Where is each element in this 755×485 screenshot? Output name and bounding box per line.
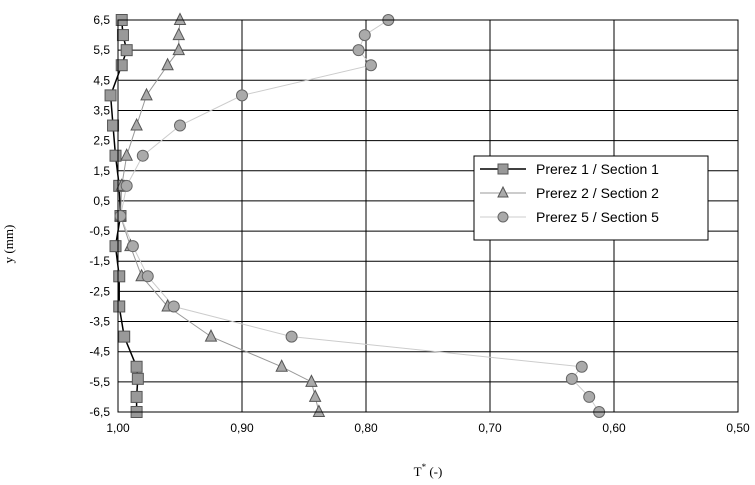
x-tick-label-4: 0,60	[602, 421, 626, 435]
series-3-point-11	[167, 300, 180, 313]
series-3-point-8	[114, 210, 127, 222]
series-2-line	[119, 19, 320, 413]
y-tick-label-12: -5,5	[89, 375, 110, 389]
y-tick-label-10: -3,5	[89, 315, 110, 329]
series-1-point-13	[130, 360, 143, 373]
series-2-point-3	[161, 57, 174, 71]
plot-area-border	[117, 19, 739, 413]
series-3-point-7	[120, 179, 133, 192]
series-2-point-5	[130, 117, 143, 131]
series-2-point-0	[173, 12, 187, 25]
legend-box	[473, 155, 709, 241]
series-3-point-15	[583, 390, 596, 403]
y-tick-label-7: -0,5	[89, 224, 110, 238]
legend-label-2: Prerez 2 / Section 2	[536, 185, 659, 201]
series-3-point-9	[126, 240, 139, 253]
x-axis-label-main: T	[414, 464, 422, 479]
series-3-point-10	[141, 270, 154, 283]
y-tick-label-6: 0,5	[93, 194, 110, 208]
series-1-point-3	[115, 59, 128, 72]
series-1-point-12	[118, 330, 131, 343]
series-2-point-4	[140, 87, 153, 101]
series-2-point-2	[172, 42, 186, 56]
series-1-point-10	[113, 270, 126, 283]
legend-label-1: Prerez 1 / Section 1	[536, 161, 659, 177]
x-axis-label: T* (-)	[414, 462, 443, 479]
series-1-point-14	[131, 372, 144, 385]
x-axis-label-sup: *	[422, 462, 427, 472]
y-tick-label-2: 4,5	[93, 73, 110, 87]
series-3-point-3	[364, 59, 377, 72]
legend-label-3: Prerez 5 / Section 5	[536, 209, 659, 225]
y-tick-label-4: 2,5	[93, 134, 110, 148]
x-tick-label-0: 1,00	[106, 421, 130, 435]
legend-marker-1	[497, 163, 509, 175]
series-3-point-4	[236, 89, 248, 102]
series-2-point-15	[308, 389, 322, 402]
x-tick-label-2: 0,80	[354, 421, 378, 435]
y-tick-label-3: 3,5	[93, 103, 110, 117]
x-axis-ticks: 1,00 0,90 0,80 0,70 0,60 0,50	[106, 421, 750, 435]
y-tick-label-0: 6,5	[93, 13, 110, 27]
series-2-point-6	[120, 148, 133, 161]
series-1-point-9	[109, 240, 122, 253]
x-tick-label-3: 0,70	[478, 421, 502, 435]
y-tick-label-8: -1,5	[89, 254, 110, 268]
series-2-point-12	[204, 328, 218, 342]
x-tick-label-5: 0,50	[726, 421, 750, 435]
legend: Prerez 1 / Section 1 Prerez 2 / Section 2…	[473, 155, 709, 241]
series-3-point-1	[358, 29, 371, 42]
y-axis-label: y (mm)	[1, 225, 16, 264]
y-tick-label-5: 1,5	[93, 164, 110, 178]
series-1-point-11	[113, 300, 126, 313]
series-3-point-13	[575, 360, 588, 373]
y-tick-label-13: -6,5	[89, 405, 110, 419]
series-2-point-1	[172, 27, 186, 41]
series-2-point-14	[305, 374, 318, 387]
series-3-point-12	[285, 330, 298, 343]
series-3-point-2	[352, 44, 365, 57]
legend-marker-3	[497, 211, 509, 223]
series-1-point-1	[116, 29, 129, 42]
y-tick-label-1: 5,5	[93, 43, 110, 57]
y-axis-ticks: 6,5 5,5 4,5 3,5 2,5 1,5 0,5 -0,5 -1,5 -2,5 -3,5 -4,…	[89, 13, 110, 419]
y-tick-label-9: -2,5	[89, 284, 110, 298]
x-axis-label-tail: (-)	[426, 464, 442, 479]
series-1-point-15	[130, 390, 143, 403]
series-2-point-13	[275, 359, 288, 372]
series-1-point-6	[109, 149, 122, 162]
legend-marker-2	[497, 185, 509, 198]
series-1-point-5	[107, 119, 120, 132]
series-3-point-6	[136, 149, 149, 162]
series-3-point-14	[565, 372, 578, 385]
series-1-point-4	[104, 89, 117, 102]
y-tick-label-11: -4,5	[89, 345, 110, 359]
series-1-point-2	[120, 44, 133, 57]
x-tick-label-1: 0,90	[230, 421, 254, 435]
series-3-point-5	[174, 119, 186, 132]
series-2-point-16	[312, 404, 326, 417]
